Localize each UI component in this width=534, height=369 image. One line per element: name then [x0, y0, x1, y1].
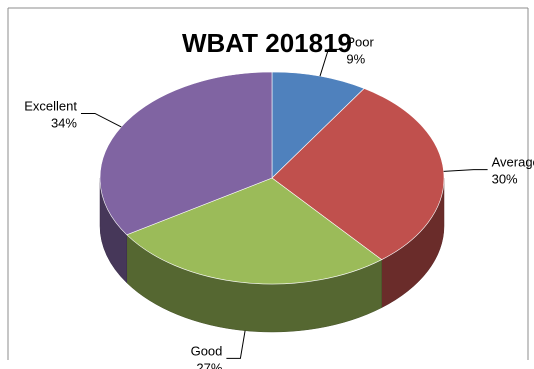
- slice-value-average: 30%: [492, 172, 518, 187]
- leader-line-poor: [319, 48, 343, 77]
- pie-tops: [99, 71, 445, 285]
- slice-value-good: 27%: [196, 360, 222, 369]
- slice-poor: [271, 71, 365, 179]
- slice-label-average: Average: [492, 155, 534, 170]
- slice-average: [271, 88, 445, 261]
- slice-label-poor: Poor: [346, 34, 374, 49]
- slice-value-poor: 9%: [346, 51, 365, 66]
- slice-value-excellent: 34%: [51, 115, 77, 130]
- pie-labels: Poor 9% Average 30% Good 27% Excellent 34%: [24, 34, 534, 369]
- leader-line-excellent: [80, 112, 122, 128]
- leader-line-average: [443, 169, 488, 172]
- slice-good: [126, 177, 383, 285]
- chart-title: WBAT 201819: [181, 28, 353, 58]
- leader-line-good: [226, 330, 246, 359]
- slice-label-good: Good: [191, 343, 223, 358]
- slice-label-excellent: Excellent: [24, 98, 77, 113]
